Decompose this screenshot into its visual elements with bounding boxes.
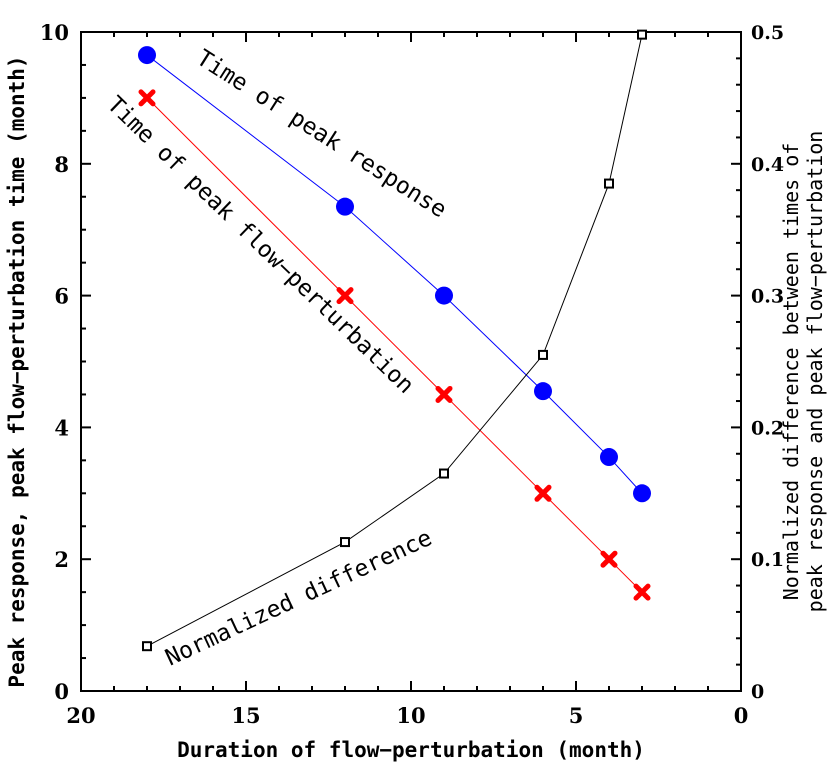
series-annotation-1: Time of peak response [192,45,451,223]
y2-tick-label: 0.4 [751,154,784,176]
y-axis-title: Peak response, peak flow−perturbation ti… [5,55,29,687]
series-annotation-2: Time of peak flow−perturbation [102,92,419,399]
series-line-3 [146,34,643,647]
data-point-circle [336,197,354,216]
series [138,29,651,652]
y-tick-label: 10 [40,20,69,45]
y2-tick-label: 0.1 [751,549,784,571]
data-point-x [435,385,453,403]
series-line-1 [146,54,643,494]
y-tick-label: 8 [54,152,69,177]
data-point-square [538,349,548,360]
x-tick-label: 20 [66,703,95,728]
data-point-circle [435,286,453,305]
ticks [80,31,742,692]
y2-axis-title-line2: peak response and peak flow−perturbation [803,131,827,613]
x-axis-title: Duration of flow−perturbation (month) [177,738,645,762]
y2-tick-label: 0.2 [751,417,784,439]
y-tick-label: 6 [54,284,69,309]
data-point-square [637,29,647,40]
series-annotation-3: Normalized difference [162,525,437,671]
data-point-x [633,583,651,601]
x-tick-label: 0 [734,703,749,728]
y-tick-label: 2 [54,547,69,572]
data-point-x [600,550,618,568]
y-tick-label: 0 [54,679,69,704]
y2-tick-label: 0.3 [751,286,784,308]
x-tick-label: 15 [231,703,260,728]
data-point-x [138,89,156,107]
y2-tick-label: 0.5 [751,22,784,44]
y2-tick-label: 0 [751,681,764,703]
data-point-circle [633,484,651,503]
y-tick-label: 4 [54,415,69,440]
data-point-circle [138,46,156,65]
y2-axis-title-line1: Normalized difference between times of [779,143,803,601]
x-tick-label: 10 [396,703,425,728]
data-point-square [439,468,449,479]
data-point-circle [534,382,552,401]
data-point-x [336,287,354,305]
data-point-square [142,641,152,652]
data-point-square [340,537,350,548]
data-point-square [604,178,614,189]
data-point-circle [600,448,618,467]
data-point-x [534,484,552,502]
labels: 20 15 10 5 0024681000.10.20.30.40.5Duration … [5,20,827,762]
x-tick-label: 5 [569,703,584,728]
